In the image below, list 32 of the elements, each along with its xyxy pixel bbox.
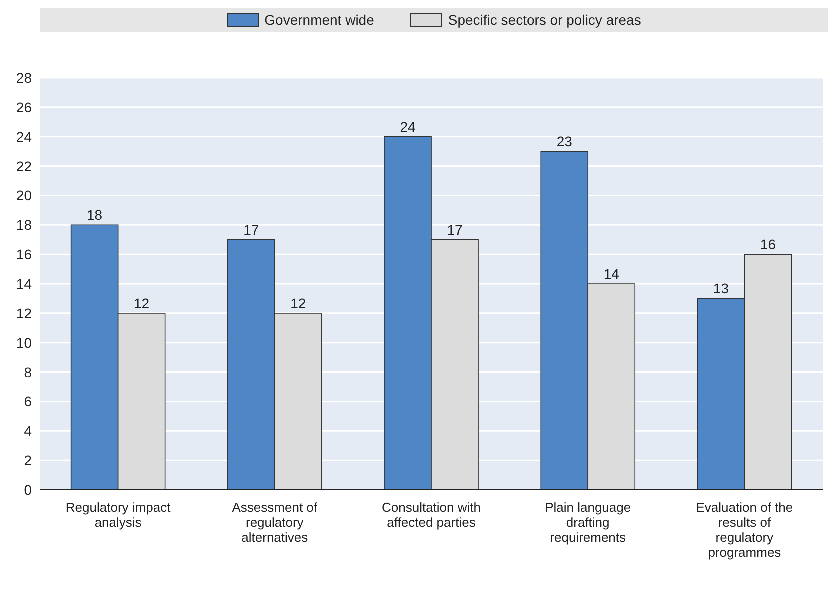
y-tick-label: 10 [16, 334, 32, 351]
data-label: 16 [760, 236, 776, 253]
data-label: 12 [134, 295, 150, 312]
y-tick-label: 20 [16, 188, 32, 204]
y-tick-label: 14 [16, 276, 32, 292]
data-label: 17 [244, 222, 260, 238]
y-tick-label: 12 [16, 305, 32, 322]
data-label: 23 [556, 134, 573, 150]
y-tick-label: 26 [16, 99, 32, 116]
x-tick-label: Evaluation of the results of regulatory programmes [696, 500, 794, 560]
y-tick-label: 22 [16, 158, 32, 174]
y-tick-label: 24 [16, 128, 32, 145]
data-label: 17 [447, 222, 464, 238]
x-tick-label: Consultation with affected parties [382, 500, 481, 530]
legend-label: Government wide [264, 12, 374, 28]
x-tick-label: Plain language drafting requirements [545, 500, 632, 545]
y-tick-label: 28 [16, 70, 32, 86]
y-tick-label: 4 [24, 423, 32, 440]
y-tick-label: 0 [24, 482, 32, 498]
data-label: 14 [604, 266, 620, 282]
data-label: 24 [400, 118, 416, 135]
data-label: 18 [87, 207, 103, 224]
y-tick-label: 8 [24, 364, 32, 380]
x-tick-label: Regulatory impact analysis [66, 500, 172, 530]
data-label: 12 [290, 295, 306, 312]
legend-label: Specific sectors or policy areas [447, 12, 642, 28]
y-tick-label: 18 [16, 217, 32, 234]
y-tick-label: 16 [16, 246, 32, 263]
data-label: 13 [713, 280, 730, 297]
x-tick-label: Assessment of regulatory alternatives [232, 500, 318, 545]
y-tick-label: 2 [24, 452, 32, 469]
y-tick-label: 6 [24, 394, 32, 410]
